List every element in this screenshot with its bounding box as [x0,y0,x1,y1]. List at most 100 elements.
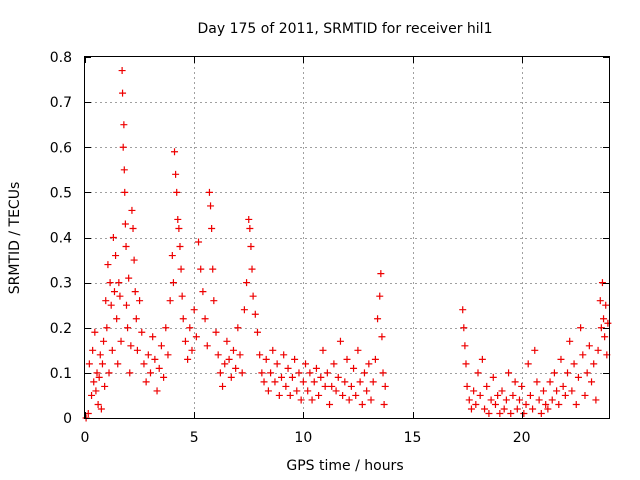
data-point [105,369,113,377]
data-point [494,391,502,399]
data-point [140,360,148,368]
data-point [299,378,307,386]
data-point [360,369,368,377]
data-point [102,297,110,305]
data-point [124,324,132,332]
axis-ticks [85,57,609,419]
data-point [172,170,180,178]
data-point [561,391,569,399]
data-point [343,355,351,363]
data-point [553,387,561,395]
data-point [201,315,209,323]
data-point [144,351,152,359]
data-point [363,387,371,395]
data-point [598,279,606,287]
data-point [518,382,526,390]
x-tick-label: 15 [404,430,422,446]
data-point [216,369,224,377]
chart-title: Day 175 of 2011, SRMTID for receiver hil… [198,21,493,37]
data-point [568,387,576,395]
data-point [535,396,543,404]
data-point [273,360,281,368]
data-point [157,342,165,350]
data-point [151,355,159,363]
data-point [119,89,127,97]
data-point [462,360,470,368]
data-point [476,391,484,399]
data-point [376,292,384,300]
data-point [557,355,565,363]
data-point [253,328,261,336]
data-point [460,324,468,332]
data-point [155,364,163,372]
x-tick-label: 5 [190,430,199,446]
data-point [546,378,554,386]
data-point [537,409,545,417]
data-point [210,297,218,305]
data-point [88,391,96,399]
data-point [282,382,290,390]
data-point [110,288,118,296]
data-point [106,279,114,287]
data-point [171,148,179,156]
data-point [190,306,198,314]
data-point [174,215,182,223]
data-point [100,337,108,345]
data-point [581,391,589,399]
data-point [326,400,334,408]
data-point [332,387,340,395]
data-point [112,252,120,260]
data-point [465,396,473,404]
data-point [94,400,102,408]
data-point [350,364,358,372]
data-point [459,306,467,314]
data-point [219,382,227,390]
data-point [306,369,314,377]
data-point [258,369,266,377]
data-point [85,360,93,368]
data-point [487,396,495,404]
data-point [336,337,344,345]
data-point [317,373,325,381]
data-point [358,400,366,408]
y-tick-label: 0 [63,411,72,427]
data-point [515,396,523,404]
data-point [304,387,312,395]
data-point [297,396,305,404]
data-point [97,405,105,413]
data-point [485,409,493,417]
data-point [284,364,292,372]
data-point [118,67,126,75]
data-point [275,391,283,399]
plot-frame [84,56,610,419]
data-point [600,315,608,323]
data-point [533,378,541,386]
data-point [136,297,144,305]
data-point [293,387,301,395]
data-point [108,346,116,354]
data-point [511,378,519,386]
data-point [186,324,194,332]
data-point [264,387,272,395]
data-point [120,121,128,129]
data-point [197,265,205,273]
data-point [377,270,385,278]
data-point [505,369,513,377]
data-point [121,188,129,196]
data-point [463,382,471,390]
data-point [121,220,129,228]
data-point [212,328,220,336]
data-point [236,351,244,359]
data-point [339,391,347,399]
data-point [564,369,572,377]
data-point [319,346,327,354]
data-point [129,224,137,232]
data-point [509,391,517,399]
data-point [90,378,98,386]
data-point [92,387,100,395]
data-point [138,328,146,336]
data-point [596,297,604,305]
data-point [260,378,268,386]
data-point [177,265,185,273]
